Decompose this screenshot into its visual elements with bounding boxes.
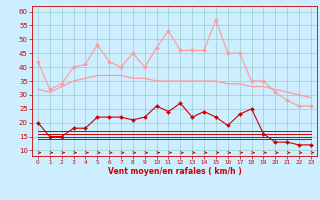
- X-axis label: Vent moyen/en rafales ( km/h ): Vent moyen/en rafales ( km/h ): [108, 167, 241, 176]
